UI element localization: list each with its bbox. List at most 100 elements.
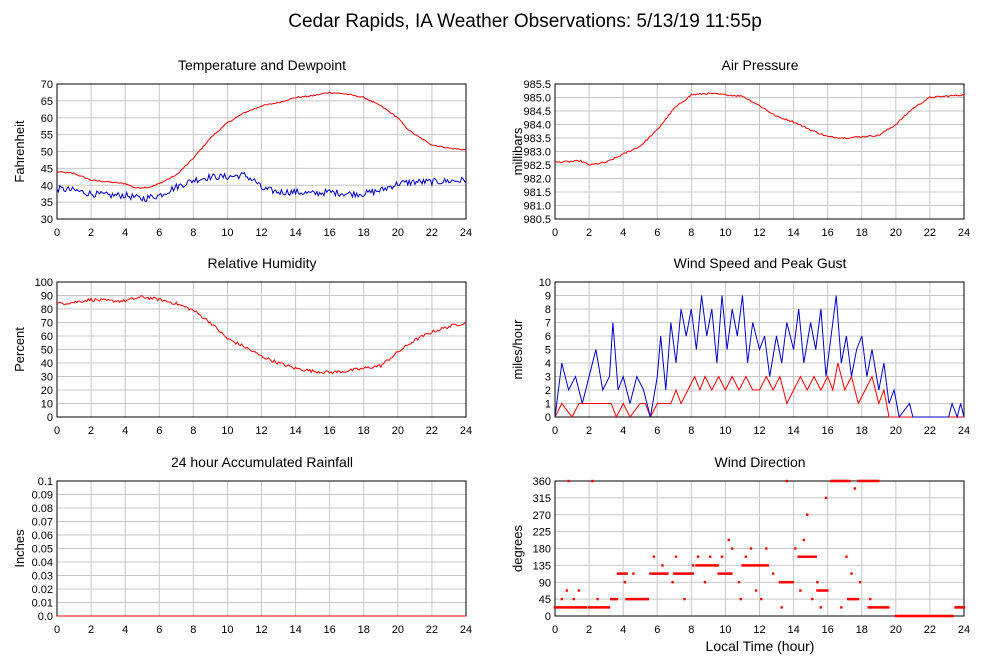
y-tick-label: 983.5 xyxy=(523,133,551,145)
data-point xyxy=(834,479,837,483)
data-point xyxy=(878,606,882,609)
data-point xyxy=(565,606,568,609)
y-tick-label: 0 xyxy=(545,412,551,424)
data-point xyxy=(930,614,933,618)
x-tick-label: 10 xyxy=(719,624,731,636)
y-tick-label: 0.02 xyxy=(32,584,53,596)
y-tick-label: 40 xyxy=(41,358,53,370)
data-point xyxy=(742,564,746,567)
data-point xyxy=(754,589,758,592)
data-point xyxy=(646,597,650,601)
data-point xyxy=(657,572,661,575)
data-point xyxy=(555,606,558,609)
data-point xyxy=(937,614,940,618)
y-tick-label: 30 xyxy=(41,214,53,226)
data-point xyxy=(639,597,642,601)
x-tick-label: 0 xyxy=(54,425,60,437)
data-point xyxy=(806,555,809,558)
x-tick-label: 0 xyxy=(552,624,558,636)
data-point xyxy=(716,564,719,567)
x-tick-label: 18 xyxy=(856,624,868,636)
y-tick-label: 1 xyxy=(545,399,551,411)
x-tick-label: 16 xyxy=(822,425,834,437)
data-point xyxy=(751,564,754,567)
y-axis-label: miles/hour xyxy=(510,319,525,380)
data-point xyxy=(607,606,611,609)
data-point xyxy=(846,479,850,483)
data-point xyxy=(944,614,947,618)
data-point xyxy=(691,564,695,567)
data-point xyxy=(674,572,677,575)
y-tick-label: 50 xyxy=(41,345,53,357)
data-point xyxy=(820,589,823,592)
data-point xyxy=(714,564,717,567)
data-point xyxy=(577,606,581,609)
x-tick-label: 14 xyxy=(289,227,301,239)
data-point xyxy=(635,597,638,601)
data-point xyxy=(933,614,936,618)
chart-title: Relative Humidity xyxy=(208,255,317,271)
data-point xyxy=(864,479,867,483)
data-point xyxy=(731,547,734,550)
data-point xyxy=(570,606,574,609)
data-point xyxy=(727,572,730,575)
data-point xyxy=(947,614,950,618)
data-point xyxy=(783,581,786,584)
data-point xyxy=(865,479,869,483)
data-point xyxy=(582,606,585,609)
data-point xyxy=(816,589,819,592)
data-point xyxy=(575,606,578,609)
data-point xyxy=(845,555,848,558)
plot-frame xyxy=(554,83,965,220)
data-point xyxy=(962,606,966,609)
data-point xyxy=(723,572,726,575)
data-point xyxy=(807,555,810,558)
x-tick-label: 10 xyxy=(221,624,233,636)
data-point xyxy=(727,538,730,542)
data-point xyxy=(884,606,887,609)
y-tick-label: 0.1 xyxy=(38,476,53,488)
data-point xyxy=(591,479,594,483)
plot-frame xyxy=(56,83,467,220)
data-point xyxy=(913,614,916,618)
x-tick-label: 16 xyxy=(822,624,834,636)
data-point xyxy=(875,479,878,483)
data-point xyxy=(621,572,624,575)
data-point xyxy=(858,581,862,584)
x-tick-label: 4 xyxy=(122,425,128,437)
data-point xyxy=(698,564,701,567)
data-point xyxy=(806,513,809,516)
y-tick-label: 70 xyxy=(41,318,53,330)
data-point xyxy=(610,597,613,601)
data-point xyxy=(699,564,702,567)
data-point xyxy=(921,614,924,618)
x-tick-label: 18 xyxy=(358,227,370,239)
data-point xyxy=(867,606,870,609)
data-point xyxy=(592,606,595,609)
data-point xyxy=(652,555,655,558)
x-tick-label: 6 xyxy=(156,227,162,239)
plot-frame xyxy=(554,480,965,617)
data-point xyxy=(611,597,614,601)
x-tick-label: 8 xyxy=(688,227,694,239)
x-tick-label: 12 xyxy=(753,624,765,636)
data-point xyxy=(718,572,722,575)
series-line-1 xyxy=(56,171,467,202)
data-point xyxy=(931,614,934,618)
y-tick-label: 90 xyxy=(41,291,53,303)
chart-title: Wind Speed and Peak Gust xyxy=(674,255,847,271)
data-point xyxy=(882,606,886,609)
y-tick-label: 0.08 xyxy=(32,503,53,515)
x-tick-label: 22 xyxy=(426,425,438,437)
data-point xyxy=(681,572,684,575)
data-point xyxy=(870,606,873,609)
data-point xyxy=(850,572,853,575)
data-point xyxy=(730,572,733,575)
data-point xyxy=(671,581,674,584)
data-point xyxy=(848,597,851,601)
y-tick-label: 0 xyxy=(47,412,53,424)
data-point xyxy=(961,606,964,609)
data-point xyxy=(823,589,826,592)
